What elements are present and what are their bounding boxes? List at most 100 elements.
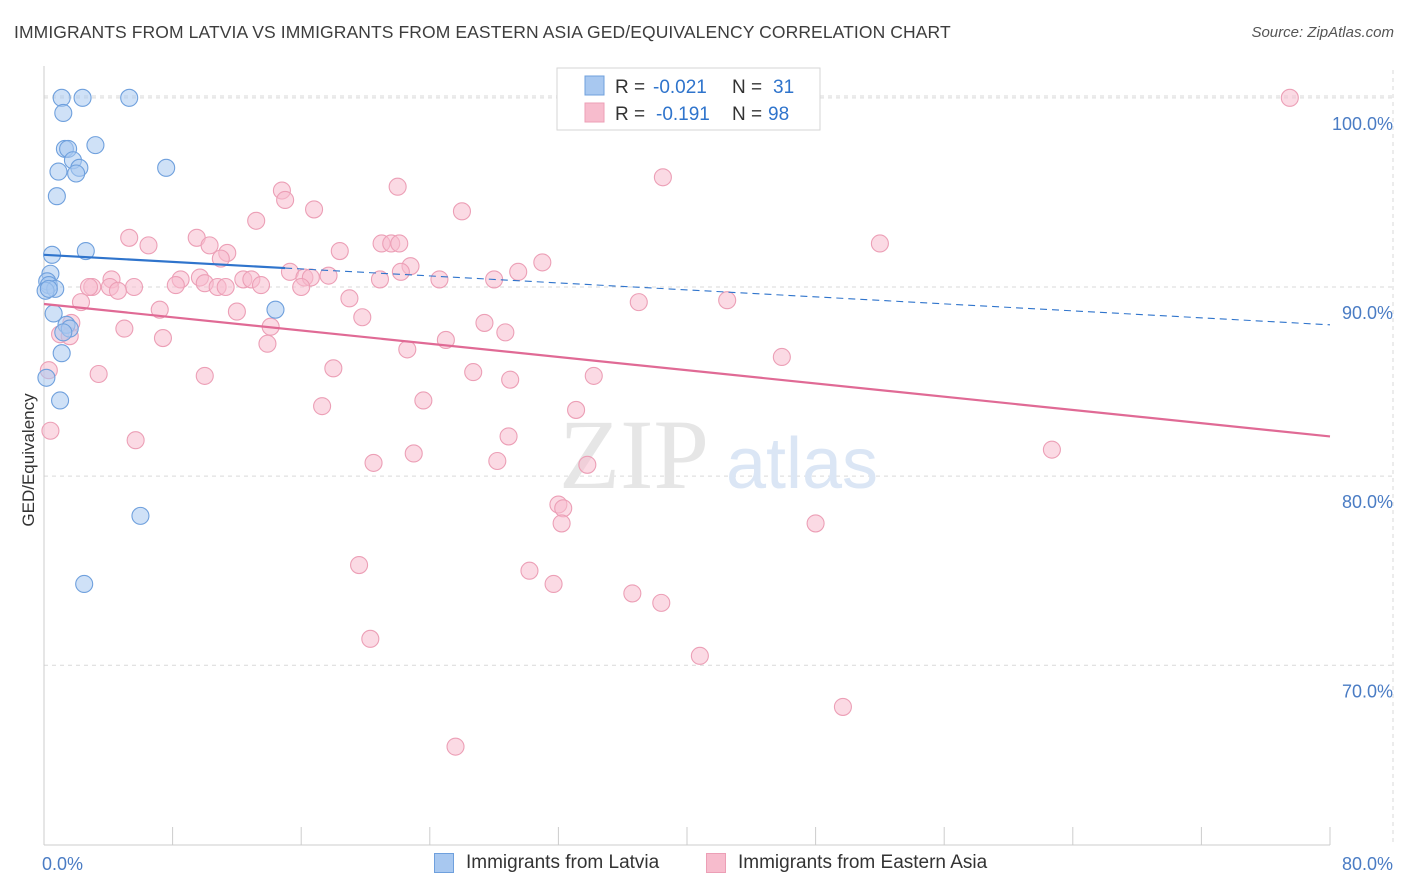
y-tick-label: 90.0%: [1342, 303, 1393, 323]
data-point-eastern-asia: [126, 431, 145, 450]
data-point-eastern-asia: [806, 514, 825, 533]
data-point-latvia: [73, 88, 92, 107]
data-point-eastern-asia: [870, 234, 889, 253]
data-point-eastern-asia: [150, 300, 169, 319]
data-point-latvia: [39, 279, 58, 298]
legend-label-asia: Immigrants from Eastern Asia: [738, 852, 988, 873]
chart-title: IMMIGRANTS FROM LATVIA VS IMMIGRANTS FRO…: [14, 22, 951, 42]
data-point-latvia: [67, 164, 86, 183]
data-point-eastern-asia: [501, 370, 520, 389]
data-point-eastern-asia: [391, 262, 410, 281]
data-point-eastern-asia: [353, 308, 372, 327]
data-point-eastern-asia: [364, 453, 383, 472]
data-point-eastern-asia: [388, 177, 407, 196]
data-point-latvia: [86, 136, 105, 155]
data-point-latvia: [131, 506, 150, 525]
data-point-eastern-asia: [89, 364, 108, 384]
data-point-eastern-asia: [330, 241, 349, 261]
legend-label-latvia: Immigrants from Latvia: [466, 852, 660, 873]
legend-r-value-asia: -0.191: [656, 104, 710, 125]
data-point-eastern-asia: [390, 234, 409, 253]
data-point-eastern-asia: [227, 302, 246, 321]
data-point-eastern-asia: [398, 340, 417, 359]
data-point-eastern-asia: [446, 737, 465, 756]
legend-item-asia[interactable]: Immigrants from Eastern Asia: [706, 852, 987, 874]
trend-line-latvia-extension: [285, 267, 1331, 326]
data-point-eastern-asia: [258, 334, 277, 353]
data-point-eastern-asia: [652, 593, 671, 612]
data-point-latvia: [52, 88, 71, 107]
grid-lines: [44, 70, 1394, 845]
data-point-eastern-asia: [139, 236, 158, 255]
legend-r-value-latvia: -0.021: [653, 77, 707, 98]
data-point-eastern-asia: [496, 323, 515, 342]
data-point-eastern-asia: [313, 397, 332, 416]
data-point-eastern-asia: [108, 281, 127, 300]
watermark-atlas: atlas: [726, 424, 878, 504]
data-point-latvia: [76, 241, 95, 261]
legend-item-latvia[interactable]: Immigrants from Latvia: [434, 852, 659, 874]
data-point-eastern-asia: [153, 329, 173, 348]
data-point-eastern-asia: [41, 421, 60, 440]
data-point-eastern-asia: [499, 427, 518, 446]
legend-n-label-asia: N =: [732, 104, 762, 125]
legend-n-value-latvia: 31: [773, 77, 794, 98]
data-point-eastern-asia: [554, 499, 573, 518]
data-point-eastern-asia: [115, 319, 134, 338]
trend-line-latvia: [43, 253, 286, 270]
data-point-eastern-asia: [452, 202, 472, 221]
data-point-eastern-asia: [718, 291, 737, 310]
data-point-eastern-asia: [475, 313, 494, 332]
legend-swatch-latvia: [584, 75, 605, 96]
watermark: ZIP atlas: [559, 399, 878, 510]
data-point-eastern-asia: [166, 276, 185, 295]
x-tick-label: 0.0%: [42, 854, 83, 874]
legend-n-value-asia: 98: [768, 104, 789, 125]
data-point-eastern-asia: [370, 270, 390, 289]
data-point-eastern-asia: [324, 359, 343, 378]
y-tick-label: 70.0%: [1342, 681, 1393, 701]
data-point-eastern-asia: [533, 253, 552, 272]
y-axis-label: GED/Equivalency: [19, 393, 38, 527]
legend-n-label-latvia: N =: [732, 77, 762, 98]
data-point-eastern-asia: [488, 451, 507, 471]
data-point-eastern-asia: [350, 555, 369, 575]
data-point-eastern-asia: [464, 363, 483, 382]
legend-swatch-asia: [584, 102, 605, 123]
data-point-eastern-asia: [276, 190, 295, 210]
data-point-eastern-asia: [211, 249, 230, 268]
data-point-latvia: [51, 391, 70, 410]
data-point-eastern-asia: [361, 629, 380, 648]
data-point-eastern-asia: [1042, 440, 1061, 459]
data-point-latvia: [52, 344, 71, 363]
data-point-eastern-asia: [247, 211, 266, 230]
data-point-eastern-asia: [340, 289, 359, 308]
data-point-eastern-asia: [509, 262, 528, 281]
data-point-eastern-asia: [200, 236, 219, 255]
series-latvia: [36, 88, 285, 594]
data-point-eastern-asia: [305, 200, 324, 219]
data-point-latvia: [157, 158, 176, 177]
legend-r-label-latvia: R =: [615, 77, 645, 98]
legend-swatch-asia-bottom: [706, 853, 726, 873]
data-point-eastern-asia: [653, 168, 672, 187]
data-point-eastern-asia: [79, 277, 99, 297]
data-point-latvia: [37, 368, 56, 387]
data-point-eastern-asia: [544, 574, 563, 594]
watermark-zip: ZIP: [559, 399, 709, 510]
data-point-latvia: [54, 103, 73, 123]
data-point-eastern-asia: [567, 400, 586, 419]
data-point-eastern-asia: [124, 277, 144, 297]
data-point-eastern-asia: [520, 561, 539, 580]
source-label: Source: ZipAtlas.com: [1251, 24, 1394, 41]
data-point-eastern-asia: [552, 514, 571, 533]
x-tick-label: 80.0%: [1342, 854, 1393, 874]
data-point-latvia: [47, 187, 66, 206]
y-tick-label: 80.0%: [1342, 492, 1393, 512]
legend-r-label-asia: R =: [615, 104, 645, 125]
series-legend: Immigrants from Latvia Immigrants from E…: [0, 852, 1406, 878]
data-point-eastern-asia: [216, 277, 235, 297]
data-point-eastern-asia: [623, 584, 642, 603]
trend-line-eastern-asia: [43, 302, 1331, 438]
